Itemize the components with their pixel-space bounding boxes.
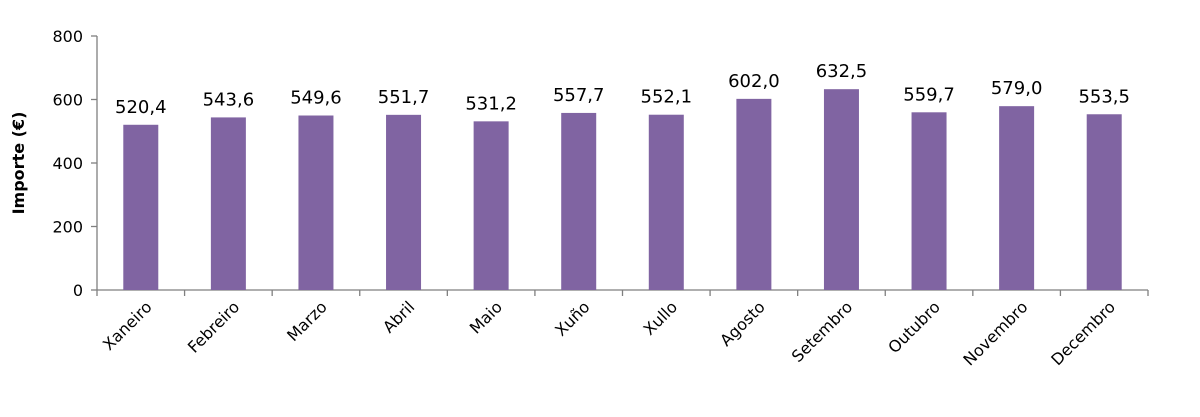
y-tick-label: 600 (52, 91, 83, 110)
x-tick-label: Febreiro (184, 297, 243, 356)
y-tick-label: 0 (73, 281, 83, 300)
data-label: 551,7 (378, 87, 430, 108)
x-tick-label: Agosto (716, 297, 769, 350)
data-label: 552,1 (641, 87, 693, 108)
bar-febreiro (210, 117, 246, 290)
x-tick-label: Decembro (1047, 297, 1119, 369)
bar-xaneiro (123, 124, 159, 290)
x-tick-label: Abril (379, 297, 418, 336)
y-axis-title: Importe (€) (9, 112, 28, 215)
bar-marzo (298, 115, 334, 290)
bar-xuño (561, 112, 597, 290)
x-tick-label: Outubro (884, 297, 944, 357)
y-tick-label: 200 (52, 218, 83, 237)
y-axis: 0 200 400 600 800 (52, 27, 98, 300)
bar-maio (473, 121, 509, 291)
bar-agosto (736, 98, 772, 291)
bar-xullo (648, 114, 684, 290)
x-axis: Xaneiro Febreiro Marzo Abril Maio Xuño Xullo Ag… (96, 289, 1149, 369)
bars (123, 89, 1122, 291)
bar-outubro (911, 112, 947, 290)
data-labels: 520,4 543,6 549,6 551,7 531,2 557,7 552,1 602,0… (115, 61, 1130, 118)
bar-decembro (1086, 114, 1122, 290)
x-tick-label: Maio (466, 297, 506, 337)
data-label: 520,4 (115, 97, 167, 118)
x-tick-label: Xullo (640, 297, 682, 339)
data-label: 557,7 (553, 85, 605, 106)
data-label: 543,6 (203, 89, 255, 110)
x-tick-label: Novembro (959, 297, 1031, 369)
x-tick-label: Marzo (283, 297, 331, 345)
data-label: 579,0 (991, 78, 1043, 99)
bar-setembro (823, 89, 859, 291)
bar-abril (386, 114, 422, 290)
x-tick-label: Xaneiro (99, 297, 156, 354)
x-tick-label: Xuño (551, 297, 593, 339)
data-label: 602,0 (728, 71, 780, 92)
y-tick-label: 400 (52, 154, 83, 173)
y-tick-label: 800 (52, 27, 83, 46)
data-label: 553,5 (1078, 86, 1130, 107)
data-label: 531,2 (465, 93, 517, 114)
data-label: 549,6 (290, 88, 342, 109)
x-tick-label: Setembro (788, 297, 857, 366)
bar-novembro (999, 106, 1035, 290)
data-label: 559,7 (903, 84, 955, 105)
data-label: 632,5 (816, 61, 868, 82)
